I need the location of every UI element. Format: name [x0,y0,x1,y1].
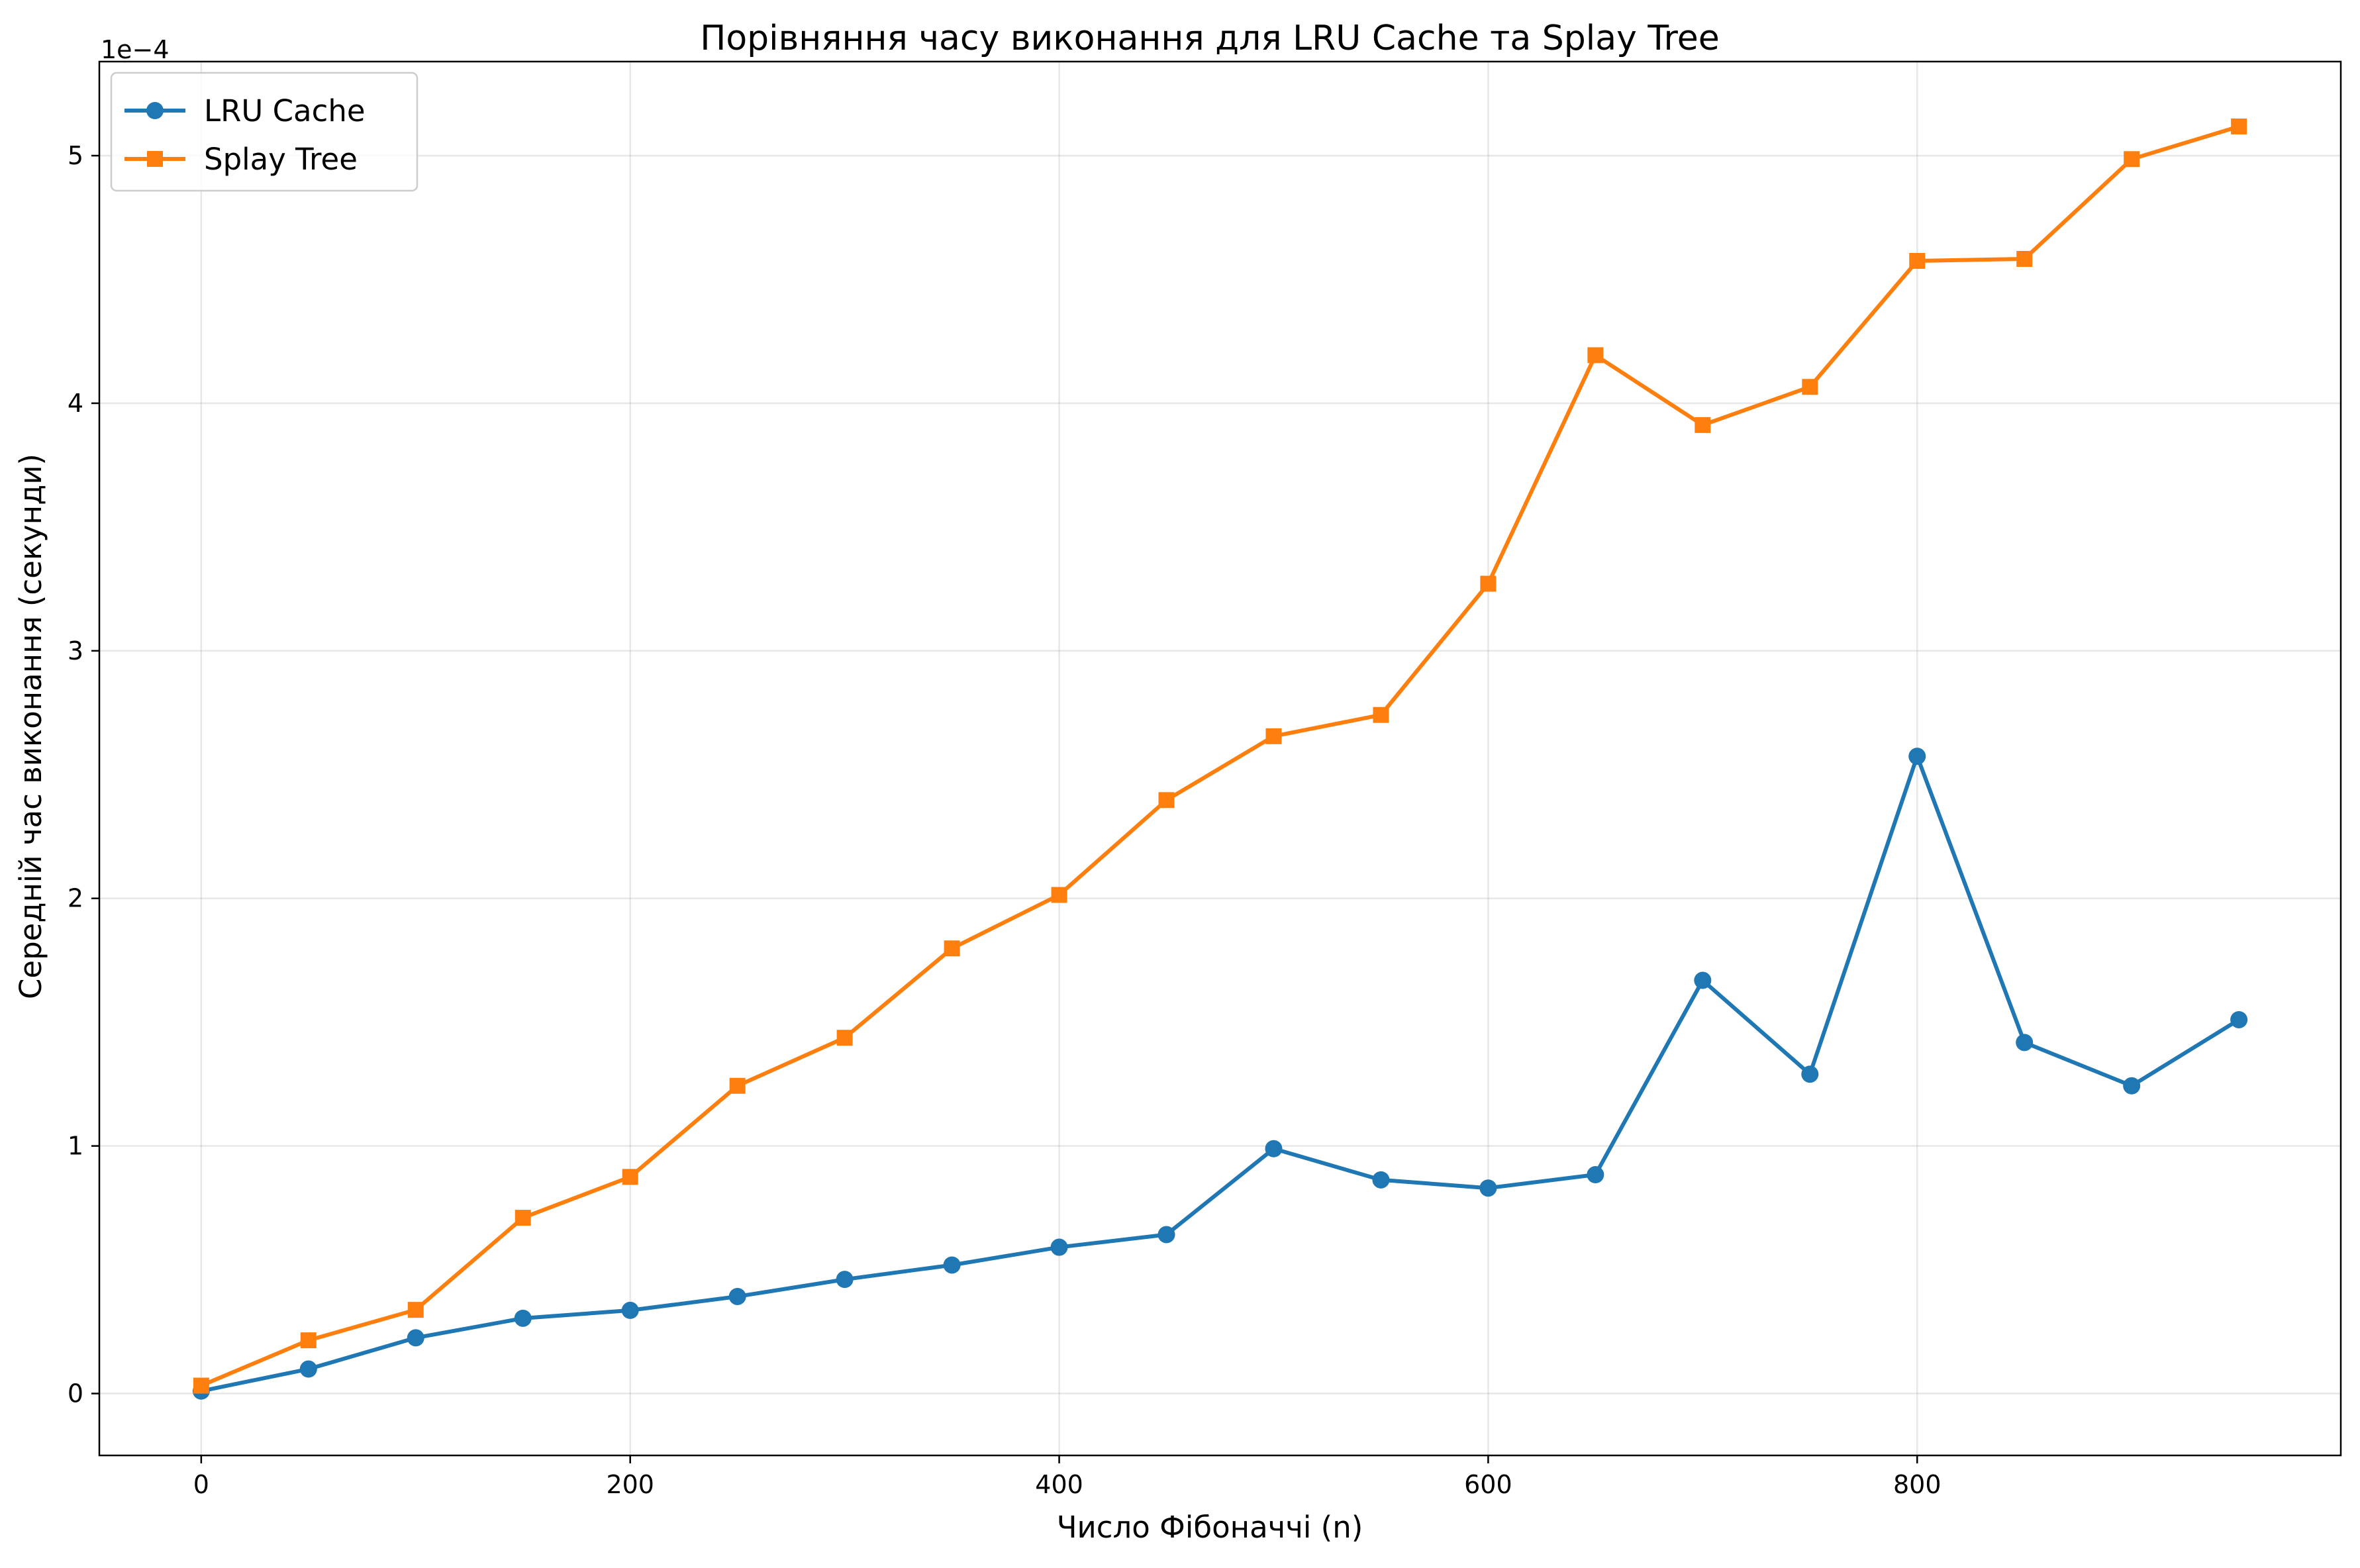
data-point [1908,748,1926,765]
data-point [1158,792,1175,808]
y-axis-ticks: 0 1 2 3 4 5 [68,141,99,1408]
x-tick-label: 400 [1035,1470,1083,1499]
data-point [1695,416,1711,433]
data-point [621,1301,639,1319]
data-point [728,1287,746,1305]
series-line [200,124,2240,1388]
y-axis-offset-text: 1e−4 [101,35,170,64]
data-point [1050,1238,1068,1256]
data-point [1479,1179,1497,1197]
y-tick-label: 0 [68,1379,83,1408]
data-point [2016,250,2033,267]
data-point [2124,151,2140,168]
data-point [1587,347,1604,364]
y-tick-label: 3 [68,636,83,665]
series-line [201,754,2240,1393]
data-point [1265,1140,1283,1157]
data-point [2016,1034,2034,1052]
data-point [300,1332,317,1349]
y-tick-label: 2 [68,884,83,913]
data-point [622,1169,638,1185]
data-point [1157,1226,1175,1244]
legend-item: LRU Cache [124,93,366,128]
x-tick-label: 600 [1464,1470,1512,1499]
data-point [1802,379,1818,395]
legend-label: LRU Cache [204,93,366,128]
data-point [1694,971,1712,989]
data-point [407,1302,424,1318]
legend-item: Splay Tree [124,142,358,177]
y-axis-label: Середній час виконання (секунди) [13,454,48,999]
x-tick-label: 0 [193,1470,209,1499]
y-tick-label: 4 [68,389,83,418]
data-point [2123,1077,2141,1095]
data-point [2231,118,2247,134]
x-tick-label: 200 [606,1470,654,1499]
data-point [515,1210,531,1226]
legend: LRU Cache Splay Tree [110,72,418,192]
legend-marker [147,151,163,167]
data-point [1265,728,1282,744]
x-axis-label: Число Фібоначчі (n) [1057,1510,1363,1545]
data-point [2230,1010,2248,1028]
series-layer [192,118,2248,1400]
plot-frame [98,60,2342,1457]
data-point [514,1309,532,1327]
chart-title: Порівняння часу виконання для LRU Cache … [700,19,1720,58]
data-point [944,940,960,957]
data-point [299,1360,317,1378]
series-splay-tree [193,118,2247,1394]
data-point [1801,1065,1819,1083]
data-point [1051,887,1067,903]
data-point [1587,1166,1604,1184]
legend-box [110,72,418,192]
data-point [1480,575,1497,592]
x-tick-label: 800 [1893,1470,1942,1499]
data-point [836,1271,854,1289]
data-point [1909,252,1926,269]
y-tick-label: 1 [68,1132,83,1161]
y-tick-label: 5 [68,141,83,170]
legend-marker [146,102,164,119]
x-axis-ticks: 0 200 400 600 800 [193,1455,1942,1499]
data-point [407,1329,424,1347]
data-point [836,1030,853,1046]
data-point [1373,707,1389,723]
data-point [1372,1171,1390,1189]
data-point [943,1256,961,1274]
data-point [193,1377,209,1394]
data-point [729,1077,746,1094]
legend-label: Splay Tree [204,142,358,177]
